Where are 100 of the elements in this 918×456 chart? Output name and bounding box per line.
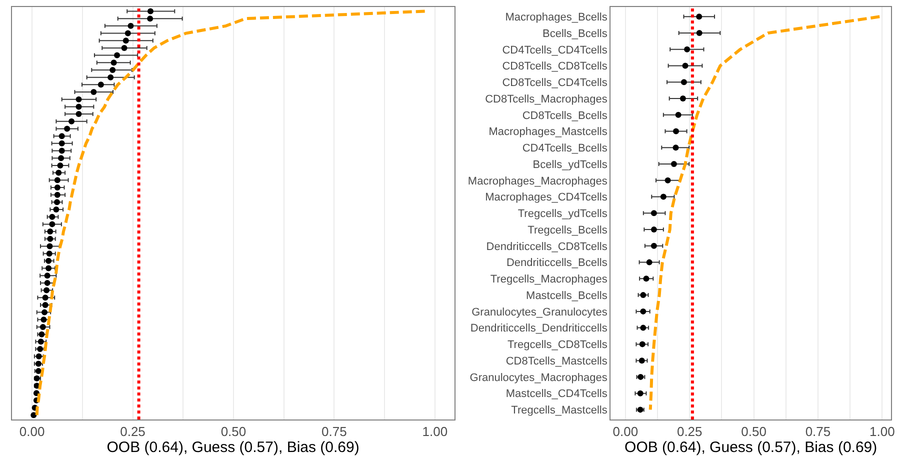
y-tick-label: Macrophages_Bcells [505, 12, 608, 24]
point [147, 16, 154, 22]
point [128, 22, 134, 29]
point [44, 272, 50, 279]
x-tick-label: 1.00 [870, 424, 895, 440]
point [696, 30, 702, 36]
point [672, 144, 679, 151]
point [58, 133, 65, 140]
y-tick-label: Mastcells_CD4Tcells [506, 388, 608, 400]
point [76, 104, 82, 110]
x-tick-label: 1.00 [422, 424, 448, 440]
point [56, 170, 62, 176]
y-tick-label: CD8Tcells_CD8Tcells [502, 60, 608, 73]
y-tick-label: Granulocytes_Macrophages [470, 372, 608, 384]
y-tick-label: Tregcells_ydTcells [518, 208, 608, 220]
point [638, 358, 645, 364]
point [47, 228, 54, 235]
point [90, 89, 97, 96]
point [42, 294, 48, 301]
y-tick-label: CD8Tcells_Macrophages [485, 93, 608, 106]
y-tick-label: Macrophages_Macrophages [468, 175, 608, 188]
x-axis-title: OOB (0.64), Guess (0.57), Bias (0.69) [106, 439, 360, 456]
point [673, 128, 680, 134]
point [57, 162, 64, 168]
point [46, 258, 52, 264]
point [147, 8, 154, 14]
x-tick-label: 0.75 [805, 424, 831, 440]
point [42, 309, 48, 316]
y-tick-label: Tregcells_Macrophages [490, 274, 608, 286]
point [684, 46, 690, 52]
x-tick-label: 0.00 [19, 424, 45, 440]
point [54, 184, 60, 190]
y-tick-label: Macrophages_Mastcells [488, 126, 608, 138]
x-tick-label: 0.25 [120, 424, 146, 440]
point [58, 148, 65, 154]
point [54, 199, 60, 206]
point [122, 38, 129, 44]
point [696, 14, 702, 20]
point [47, 236, 54, 242]
point [44, 287, 50, 294]
y-tick-label: Tregcells_Mastcells [511, 404, 608, 417]
point [76, 96, 82, 102]
point [54, 192, 60, 198]
point [46, 243, 53, 250]
point [680, 96, 686, 102]
y-tick-label: Bcells_ydTcells [532, 158, 608, 171]
point [114, 52, 120, 58]
x-tick-label: 0.25 [676, 424, 702, 440]
x-tick-label: 0.50 [741, 424, 766, 440]
point [646, 259, 652, 266]
point [643, 276, 650, 282]
x-tick-label: 0.00 [612, 424, 638, 440]
y-tick-label: Bcells_Bcells [542, 28, 608, 40]
point [675, 112, 682, 118]
point [650, 210, 657, 216]
y-tick-label: Dendriticcells_Dendriticcells [470, 322, 608, 335]
y-tick-label: Mastcells_Bcells [526, 290, 608, 302]
y-tick-label: CD4Tcells_Bcells [522, 142, 608, 155]
point [58, 155, 64, 162]
x-tick-label: 0.75 [322, 424, 347, 440]
point [121, 44, 128, 51]
y-tick-label: Dendriticcells_CD8Tcells [486, 240, 608, 253]
point [637, 390, 644, 396]
point [46, 250, 52, 257]
point [76, 111, 82, 118]
point [640, 292, 646, 298]
point [98, 82, 104, 88]
x-axis-title: OOB (0.64), Guess (0.57), Bias (0.69) [624, 439, 878, 456]
y-tick-label: CD8Tcells_Mastcells [506, 355, 608, 368]
y-tick-label: CD8Tcells_Bcells [522, 110, 608, 122]
point [40, 324, 46, 330]
y-tick-label: CD8Tcells_CD4Tcells [502, 77, 608, 90]
y-tick-label: Tregcells_CD8Tcells [508, 339, 608, 352]
point [680, 79, 687, 86]
y-tick-label: Tregcells_Bcells [528, 224, 608, 236]
point [44, 280, 50, 286]
x-tick-label: 0.50 [220, 424, 246, 440]
y-tick-label: CD4Tcells_CD4Tcells [502, 44, 608, 56]
point [108, 74, 114, 80]
point [68, 118, 75, 124]
point [58, 140, 65, 146]
point [670, 161, 677, 168]
point [650, 242, 657, 249]
point [640, 308, 646, 314]
point [40, 316, 47, 323]
point [110, 66, 116, 73]
point [49, 214, 56, 220]
point [639, 341, 646, 348]
y-tick-label: Dendriticcells_Bcells [506, 257, 608, 270]
point [660, 194, 666, 200]
point [49, 221, 56, 228]
point [30, 412, 37, 418]
point [110, 60, 117, 66]
point [53, 206, 60, 213]
point [38, 338, 44, 345]
y-tick-label: Macrophages_CD4Tcells [485, 192, 608, 204]
point [650, 226, 657, 233]
point [64, 126, 70, 132]
point [640, 324, 646, 331]
y-tick-label: Granulocytes_Granulocytes [472, 306, 608, 318]
